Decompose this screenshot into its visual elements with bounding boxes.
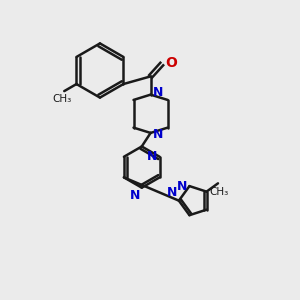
Text: N: N bbox=[147, 150, 157, 163]
Text: CH₃: CH₃ bbox=[52, 94, 71, 104]
Text: N: N bbox=[177, 180, 187, 193]
Text: N: N bbox=[153, 128, 163, 141]
Text: N: N bbox=[167, 186, 177, 199]
Text: N: N bbox=[130, 189, 140, 202]
Text: CH₃: CH₃ bbox=[209, 188, 228, 197]
Text: O: O bbox=[165, 56, 177, 70]
Text: N: N bbox=[153, 86, 163, 99]
